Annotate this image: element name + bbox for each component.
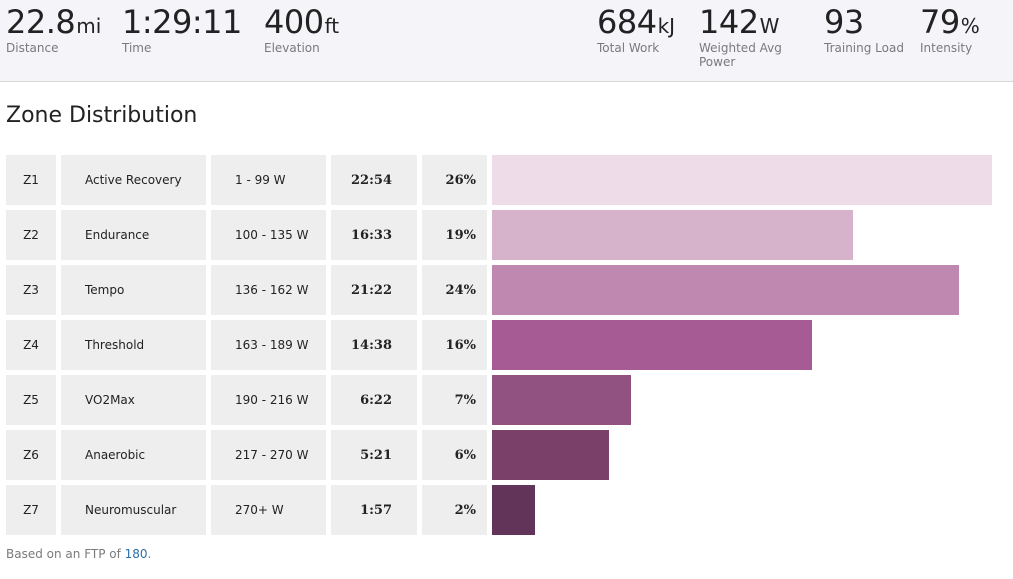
zone-bar-z4	[492, 320, 812, 370]
footnote-suffix: .	[147, 547, 152, 561]
stat-value: 79	[920, 3, 960, 41]
zone-name: Neuromuscular	[61, 485, 206, 535]
zone-power-range: 163 - 189 W	[211, 320, 326, 370]
zone-name: VO2Max	[61, 375, 206, 425]
footnote-prefix: Based on an FTP of	[6, 547, 125, 561]
zone-power-range: 190 - 216 W	[211, 375, 326, 425]
zone-code: Z5	[6, 375, 56, 425]
zone-time: 6:22	[331, 375, 417, 425]
zone-bar-z5	[492, 375, 631, 425]
stat-value: 1:29:11	[122, 3, 242, 41]
zone-bar-z2	[492, 210, 853, 260]
summary-stats-bar: 22.8 mi Distance 1:29:11 Time 400 ft Eleva…	[0, 0, 1013, 82]
zone-row: Z2 Endurance 100 - 135 W 16:33 19%	[6, 210, 1006, 260]
zone-power-range: 136 - 162 W	[211, 265, 326, 315]
stat-unit: W	[759, 14, 780, 38]
stat-label: Elevation	[264, 41, 320, 55]
stat-elevation: 400 ft Elevation	[264, 3, 339, 55]
zone-name: Active Recovery	[61, 155, 206, 205]
zone-name: Endurance	[61, 210, 206, 260]
zone-bar-z7	[492, 485, 535, 535]
zone-time: 22:54	[331, 155, 417, 205]
zone-row: Z4 Threshold 163 - 189 W 14:38 16%	[6, 320, 1006, 370]
zone-percent: 19%	[422, 210, 487, 260]
zone-code: Z7	[6, 485, 56, 535]
stat-intensity: 79% Intensity	[920, 3, 980, 55]
zone-power-range: 100 - 135 W	[211, 210, 326, 260]
zone-row: Z3 Tempo 136 - 162 W 21:22 24%	[6, 265, 1006, 315]
stat-unit: kJ	[657, 14, 676, 38]
zone-time: 1:57	[331, 485, 417, 535]
stat-value: 400	[264, 3, 324, 41]
zone-bar-track	[492, 155, 992, 205]
stat-unit: %	[960, 14, 980, 38]
zone-time: 21:22	[331, 265, 417, 315]
zone-percent: 16%	[422, 320, 487, 370]
stat-total-work: 684 kJ Total Work	[597, 3, 675, 55]
zone-bar-track	[492, 320, 992, 370]
ftp-value-link[interactable]: 180	[124, 547, 148, 561]
stat-label: Training Load	[824, 41, 904, 55]
zone-time: 14:38	[331, 320, 417, 370]
stat-value: 142	[699, 3, 759, 41]
stat-value: 93	[824, 3, 864, 41]
zone-name: Threshold	[61, 320, 206, 370]
zone-bar-z3	[492, 265, 959, 315]
zone-time: 5:21	[331, 430, 417, 480]
zone-row: Z6 Anaerobic 217 - 270 W 5:21 6%	[6, 430, 1006, 480]
zone-code: Z4	[6, 320, 56, 370]
stat-label: Intensity	[920, 41, 973, 55]
zone-power-range: 1 - 99 W	[211, 155, 326, 205]
stat-weighted-avg-power: 142 W Weighted Avg Power	[699, 3, 799, 69]
zone-percent: 24%	[422, 265, 487, 315]
zone-bar-z6	[492, 430, 609, 480]
zone-percent: 7%	[422, 375, 487, 425]
zone-bar-track	[492, 210, 992, 260]
stat-label: Weighted Avg Power	[699, 41, 782, 69]
zone-code: Z6	[6, 430, 56, 480]
stat-label: Distance	[6, 41, 59, 55]
stat-value: 684	[597, 3, 657, 41]
zone-code: Z2	[6, 210, 56, 260]
ftp-footnote: Based on an FTP of 180.	[6, 547, 151, 561]
stat-distance: 22.8 mi Distance	[6, 3, 101, 55]
zone-bar-track	[492, 485, 992, 535]
zone-percent: 2%	[422, 485, 487, 535]
stat-training-load: 93 Training Load	[824, 3, 904, 55]
zone-time: 16:33	[331, 210, 417, 260]
zone-code: Z1	[6, 155, 56, 205]
zone-name: Anaerobic	[61, 430, 206, 480]
stat-label: Total Work	[597, 41, 660, 55]
stat-unit: mi	[76, 14, 102, 38]
zone-power-range: 270+ W	[211, 485, 326, 535]
stat-value: 22.8	[6, 3, 76, 41]
zone-name: Tempo	[61, 265, 206, 315]
zone-bar-z1	[492, 155, 992, 205]
zone-row: Z5 VO2Max 190 - 216 W 6:22 7%	[6, 375, 1006, 425]
zone-row: Z7 Neuromuscular 270+ W 1:57 2%	[6, 485, 1006, 535]
zone-row: Z1 Active Recovery 1 - 99 W 22:54 26%	[6, 155, 1006, 205]
zone-bar-track	[492, 265, 992, 315]
zone-percent: 6%	[422, 430, 487, 480]
zone-distribution-title: Zone Distribution	[6, 103, 198, 128]
zone-bar-track	[492, 430, 992, 480]
stat-label: Time	[122, 41, 152, 55]
stat-unit: ft	[324, 14, 340, 38]
zone-power-range: 217 - 270 W	[211, 430, 326, 480]
stat-time: 1:29:11 Time	[122, 3, 243, 55]
zone-percent: 26%	[422, 155, 487, 205]
zone-bar-track	[492, 375, 992, 425]
zone-code: Z3	[6, 265, 56, 315]
